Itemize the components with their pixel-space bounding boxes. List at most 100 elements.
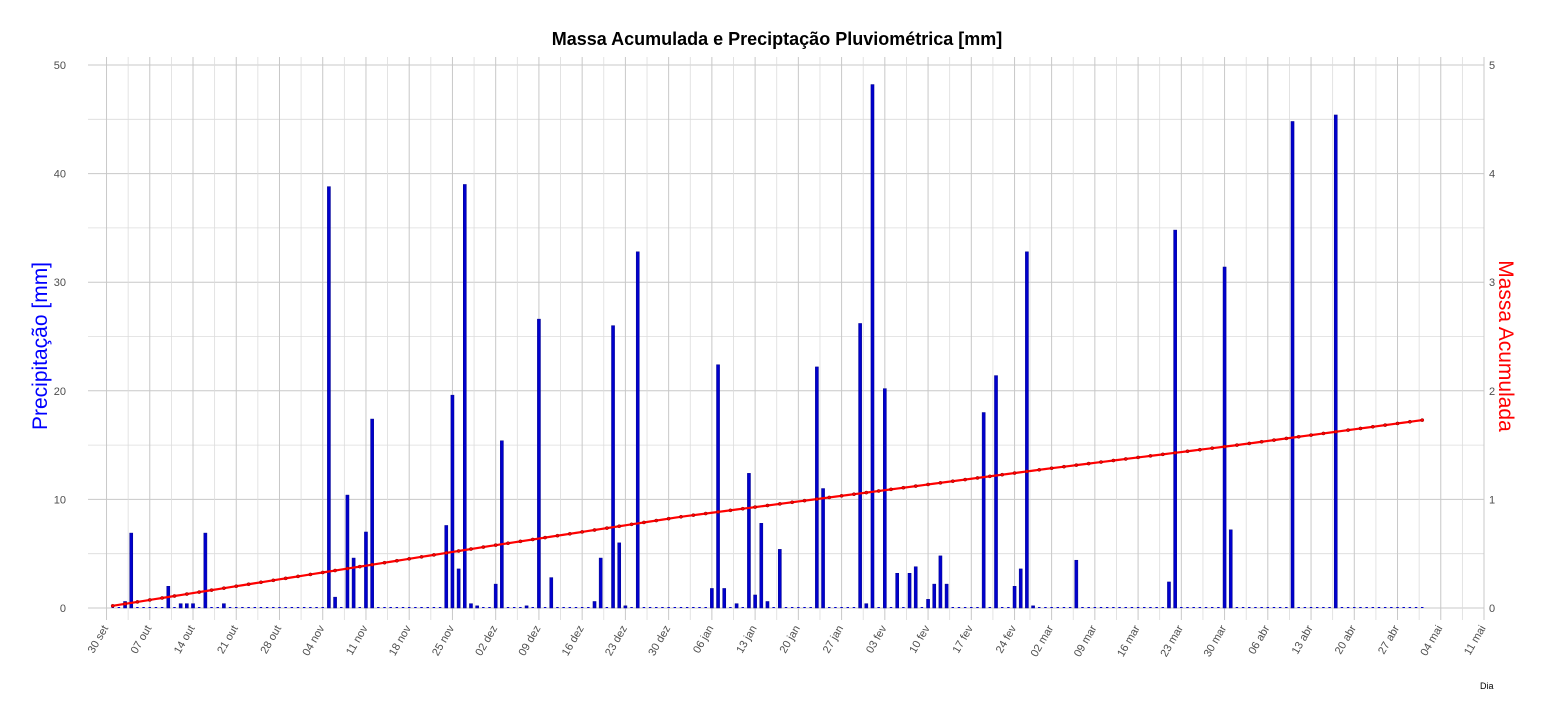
x-tick-label: 04 nov (300, 623, 327, 658)
zero-bar (1068, 607, 1072, 608)
mass-point (246, 582, 251, 587)
precip-bar (944, 583, 949, 609)
zero-bar (655, 607, 658, 608)
mass-point (1247, 441, 1252, 446)
mass-point (123, 602, 127, 606)
zero-bar (389, 607, 392, 608)
zero-bar (648, 607, 652, 608)
zero-bar (309, 607, 312, 608)
mass-point (1037, 467, 1042, 472)
mass-point (765, 503, 770, 508)
precip-bar (913, 566, 918, 609)
mass-point (691, 513, 696, 518)
zero-bar (1000, 607, 1004, 608)
precip-bar (537, 318, 541, 609)
zero-bar (1044, 607, 1047, 608)
x-tick-label: 09 mar (1072, 623, 1100, 659)
precip-bar (327, 186, 331, 609)
x-tick-label: 06 abr (1246, 623, 1272, 656)
zero-bar (889, 607, 893, 608)
zero-bar (1322, 607, 1325, 608)
mass-point (963, 477, 967, 482)
mass-point (1333, 429, 1338, 434)
precip-bar (1222, 266, 1227, 609)
zero-bar (1149, 607, 1152, 608)
mass-point (1185, 449, 1190, 454)
zero-bar (315, 607, 318, 608)
zero-bar (852, 607, 856, 608)
y-axis-left: 0 10 20 30 40 50 (54, 60, 66, 615)
mass-point (160, 596, 164, 600)
zero-bar (1180, 607, 1183, 608)
mass-point (716, 510, 720, 514)
zero-bar (340, 607, 343, 608)
mass-point (320, 570, 325, 575)
zero-bar (698, 607, 701, 608)
mass-line (110, 418, 1425, 608)
mass-point (271, 578, 276, 583)
zero-bar (846, 607, 850, 608)
x-tick-label: 02 dez (473, 624, 500, 659)
zero-bar (1081, 607, 1084, 608)
zero-bar (1315, 607, 1319, 608)
mass-point (1160, 452, 1165, 457)
x-tick-label: 25 nov (430, 623, 457, 658)
zero-bar (1414, 607, 1418, 608)
zero-bar (1217, 607, 1220, 608)
zero-bar (587, 607, 590, 608)
zero-bar (1346, 607, 1350, 608)
x-tick-label: 23 mar (1158, 623, 1186, 659)
zero-bar (673, 607, 677, 608)
zero-bar (278, 607, 281, 608)
zero-bar (642, 607, 646, 608)
y-left-tick-label: 40 (54, 169, 66, 181)
mass-point (852, 492, 856, 497)
mass-point (1025, 469, 1029, 474)
precip-bar (623, 605, 628, 609)
precip-bar (938, 555, 943, 609)
zero-bar (401, 607, 405, 608)
x-tick-label: 18 nov (387, 623, 414, 658)
precip-bar (635, 251, 640, 609)
zero-bar (265, 607, 269, 608)
precip-bar (932, 583, 937, 609)
mass-point (1284, 436, 1289, 441)
zero-bar (951, 607, 955, 608)
mass-point (889, 487, 893, 492)
zero-bar (1161, 607, 1165, 608)
zero-bar (1136, 607, 1140, 608)
precip-bar (895, 572, 899, 609)
mass-point (1049, 466, 1054, 471)
precip-bar (549, 577, 554, 609)
zero-bar (840, 607, 843, 608)
precip-bar (815, 366, 819, 609)
x-axis: 30 set 07 out 14 out 21 out 28 out 04 nov 11 n… (86, 623, 1489, 659)
zero-bar (290, 607, 294, 608)
x-tick-label: 04 mai (1418, 624, 1445, 659)
mass-point (382, 560, 387, 565)
precip-bar (1025, 251, 1029, 609)
zero-bar (383, 607, 386, 608)
zero-bar (1093, 607, 1097, 608)
mass-point (432, 553, 436, 557)
zero-bar (1056, 607, 1060, 608)
y-right-tick-label: 4 (1489, 169, 1495, 181)
mass-point (1420, 418, 1425, 422)
mass-point (567, 531, 572, 536)
zero-bar (142, 607, 145, 608)
zero-bar (1050, 607, 1053, 608)
zero-bar (877, 607, 880, 608)
mass-point (876, 489, 881, 493)
x-tick-label: 23 dez (603, 624, 630, 659)
mass-point (987, 474, 992, 479)
mass-point (864, 490, 869, 495)
zero-bar (247, 607, 250, 608)
mass-point (135, 600, 140, 604)
zero-bar (1309, 607, 1313, 608)
x-tick-label: 02 mar (1029, 623, 1057, 659)
mass-point (777, 502, 782, 506)
zero-bar (1371, 607, 1375, 608)
zero-bar (531, 607, 534, 608)
zero-bar (432, 607, 436, 608)
